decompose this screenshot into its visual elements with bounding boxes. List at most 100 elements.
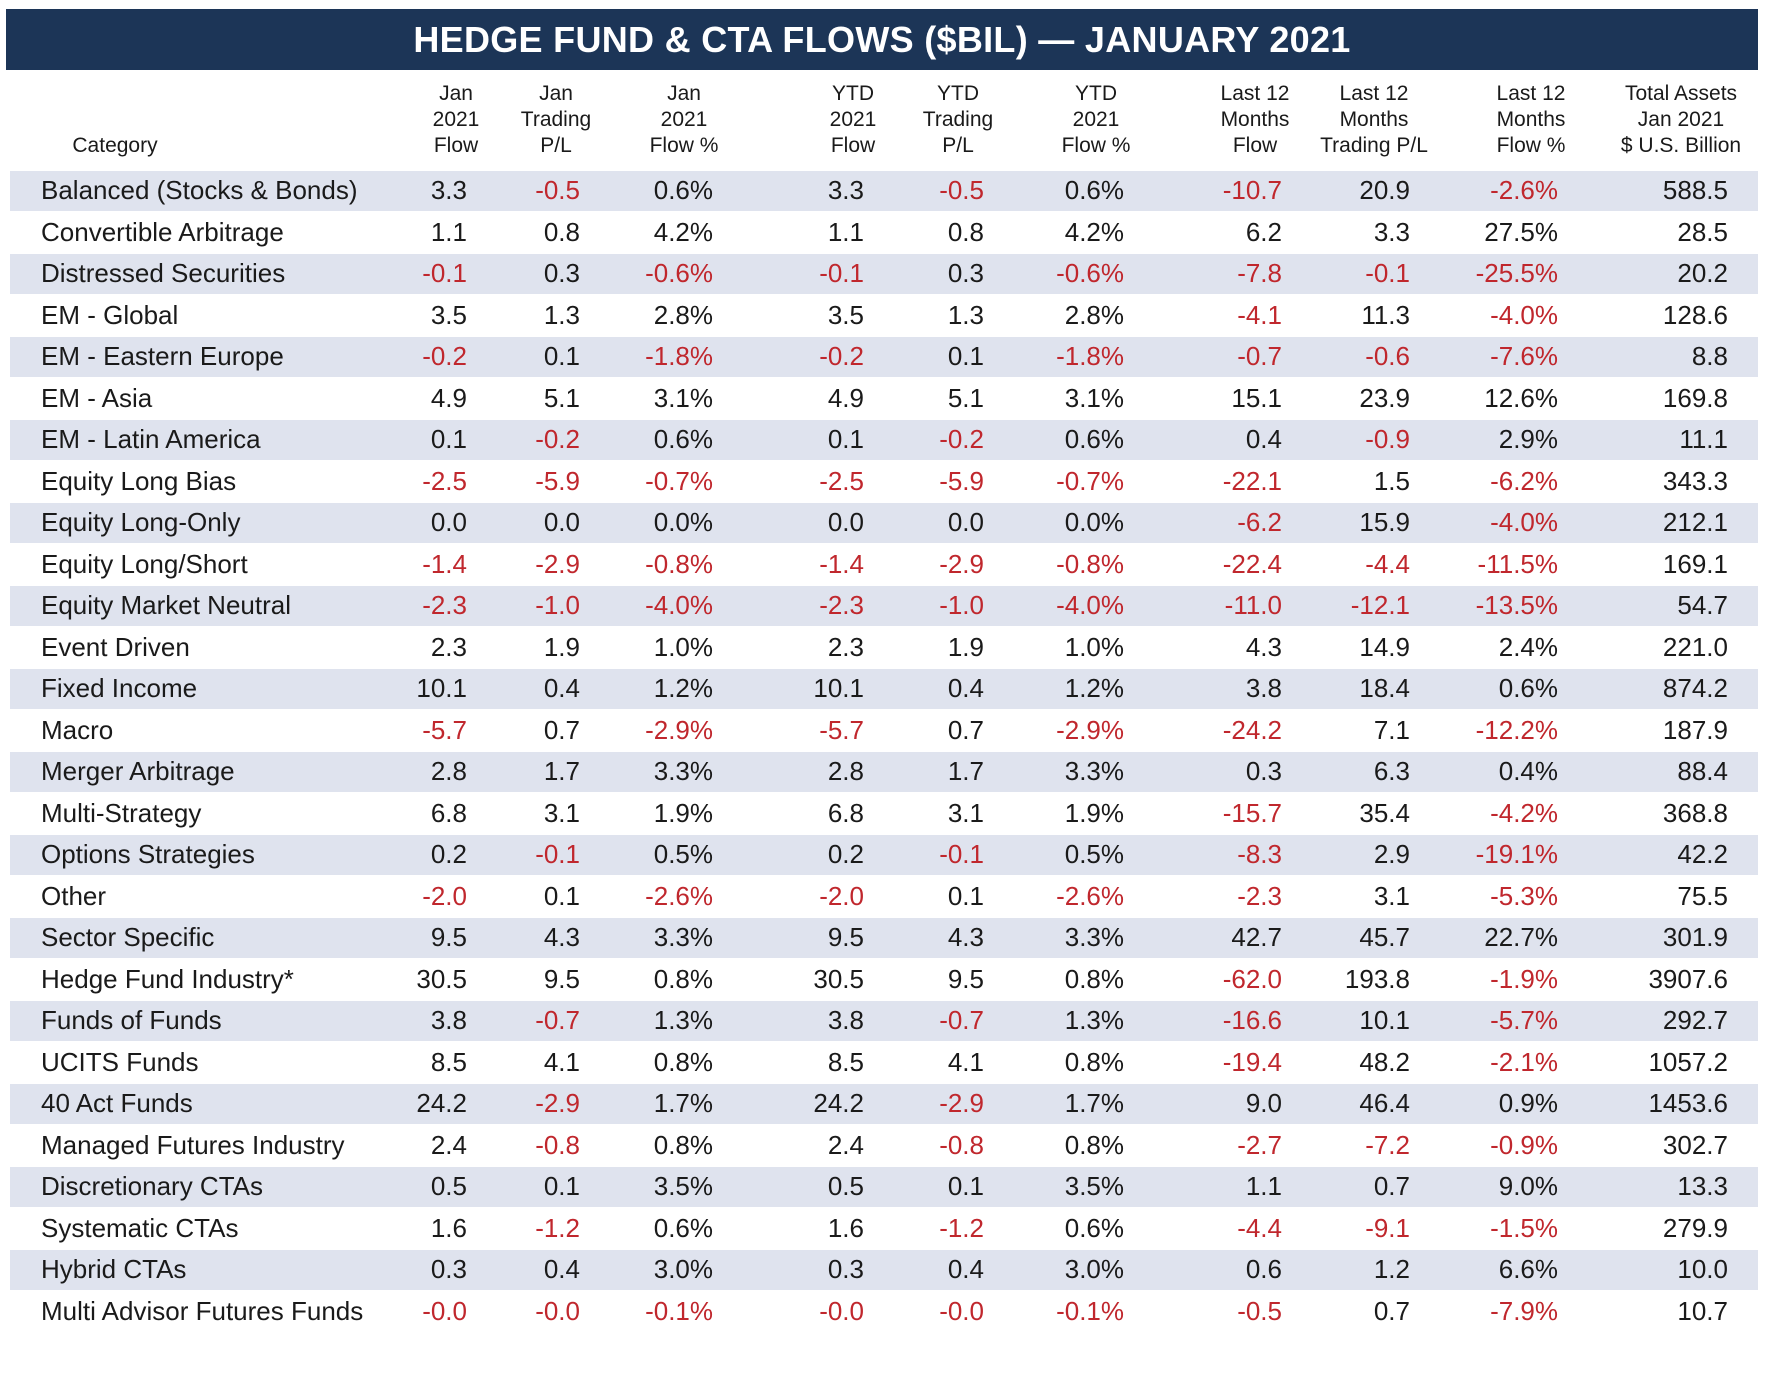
value-cell: -10.7 — [1222, 175, 1282, 205]
value-cell: -0.2 — [939, 424, 984, 454]
value-cell: 2.3 — [430, 631, 467, 662]
value-cell: 0.0 — [947, 507, 984, 537]
category-cell: Equity Long Bias — [41, 465, 237, 496]
value-cell: -25.5% — [1475, 258, 1558, 288]
value-cell: -1.5% — [1490, 1212, 1558, 1243]
value-cell: -2.9 — [939, 1088, 984, 1118]
value-cell: -5.7 — [422, 714, 467, 745]
value-cell: 3.1 — [543, 797, 580, 828]
category-cell: Macro — [41, 714, 114, 745]
category-cell: Fixed Income — [41, 673, 198, 703]
value-cell: 88.4 — [1677, 756, 1728, 786]
value-cell: -19.4 — [1222, 1046, 1282, 1077]
column-header: YTD — [937, 82, 979, 105]
value-cell: 4.2% — [653, 216, 713, 247]
value-cell: 3.0% — [1064, 1254, 1124, 1284]
category-cell: Event Driven — [41, 631, 190, 662]
value-cell: -0.2 — [535, 424, 580, 454]
value-cell: -0.1 — [939, 839, 984, 869]
value-cell: 368.8 — [1662, 797, 1728, 828]
value-cell: 302.7 — [1662, 1129, 1728, 1160]
value-cell: 1.2% — [1064, 673, 1124, 703]
value-cell: -0.1% — [1056, 1295, 1124, 1326]
value-cell: -0.6 — [1365, 341, 1410, 371]
value-cell: 9.0% — [1498, 1171, 1558, 1201]
value-cell: -1.4 — [819, 548, 864, 579]
value-cell: 343.3 — [1662, 465, 1728, 496]
value-cell: -0.8 — [939, 1129, 984, 1160]
value-cell: 1.0% — [653, 631, 713, 662]
value-cell: 6.8 — [430, 797, 467, 828]
column-header: Flow — [830, 134, 876, 157]
value-cell: 0.5 — [430, 1171, 467, 1201]
value-cell: -1.0 — [535, 590, 580, 620]
value-cell: 0.7 — [543, 714, 580, 745]
value-cell: 8.5 — [430, 1046, 467, 1077]
value-cell: 0.4% — [1498, 756, 1558, 786]
column-header: Last 12 — [1220, 82, 1290, 105]
value-cell: 0.5 — [827, 1171, 864, 1201]
value-cell: 0.6% — [1064, 1212, 1124, 1243]
value-cell: 6.8 — [827, 797, 864, 828]
column-header: Flow % — [1496, 134, 1566, 157]
column-header: 2021 — [660, 108, 708, 131]
value-cell: -5.7% — [1490, 1005, 1558, 1035]
value-cell: -0.7 — [1237, 341, 1282, 371]
category-header: Category — [72, 134, 158, 157]
value-cell: 1.9 — [543, 631, 580, 662]
value-cell: 4.2% — [1064, 216, 1124, 247]
value-cell: 0.4 — [1245, 424, 1282, 454]
row-stripe — [10, 669, 1758, 709]
column-header: Jan — [439, 82, 473, 105]
category-cell: Discretionary CTAs — [41, 1171, 264, 1201]
value-cell: 24.2 — [416, 1088, 467, 1118]
value-cell: 8.8 — [1691, 341, 1728, 371]
value-cell: -2.5 — [422, 465, 467, 496]
column-header: Jan — [667, 82, 701, 105]
value-cell: 0.7 — [1373, 1295, 1410, 1326]
value-cell: 2.9 — [1373, 839, 1410, 869]
value-cell: 3.5 — [827, 299, 864, 330]
value-cell: -0.5 — [535, 175, 580, 205]
value-cell: 9.0 — [1245, 1088, 1282, 1118]
value-cell: -4.4 — [1365, 548, 1410, 579]
value-cell: 0.0 — [430, 507, 467, 537]
value-cell: 0.8% — [1064, 963, 1124, 994]
column-header: 2021 — [432, 108, 480, 131]
value-cell: 0.8% — [1064, 1046, 1124, 1077]
value-cell: -4.0% — [1056, 590, 1124, 620]
value-cell: 0.3 — [947, 258, 984, 288]
value-cell: 0.8% — [1064, 1129, 1124, 1160]
value-cell: -4.0% — [1490, 299, 1558, 330]
value-cell: 1.3% — [1064, 1005, 1124, 1035]
value-cell: 0.1 — [543, 341, 580, 371]
value-cell: 10.1 — [416, 673, 467, 703]
row-stripe — [10, 254, 1758, 294]
value-cell: 0.8% — [653, 963, 713, 994]
value-cell: 3.1 — [947, 797, 984, 828]
value-cell: 10.1 — [813, 673, 864, 703]
value-cell: -7.8 — [1237, 258, 1282, 288]
value-cell: 2.9% — [1498, 424, 1558, 454]
value-cell: -15.7 — [1222, 797, 1282, 828]
value-cell: 4.3 — [543, 922, 580, 952]
value-cell: -2.1% — [1490, 1046, 1558, 1077]
category-cell: EM - Asia — [41, 382, 153, 413]
value-cell: 1453.6 — [1648, 1088, 1728, 1118]
value-cell: 0.5% — [1064, 839, 1124, 869]
value-cell: 2.4 — [827, 1129, 864, 1160]
value-cell: 3.3% — [653, 756, 713, 786]
value-cell: -2.0 — [422, 880, 467, 911]
value-cell: -2.6% — [1490, 175, 1558, 205]
column-header: P/L — [942, 134, 974, 157]
value-cell: 27.5% — [1484, 216, 1558, 247]
value-cell: 20.2 — [1677, 258, 1728, 288]
value-cell: 3.5% — [653, 1171, 713, 1201]
column-header: Trading P/L — [1320, 134, 1428, 157]
value-cell: 0.3 — [543, 258, 580, 288]
value-cell: 4.9 — [827, 382, 864, 413]
value-cell: 3.1 — [1373, 880, 1410, 911]
value-cell: 9.5 — [430, 922, 467, 952]
value-cell: -4.0% — [1490, 507, 1558, 537]
column-header: Last 12 — [1339, 82, 1409, 105]
